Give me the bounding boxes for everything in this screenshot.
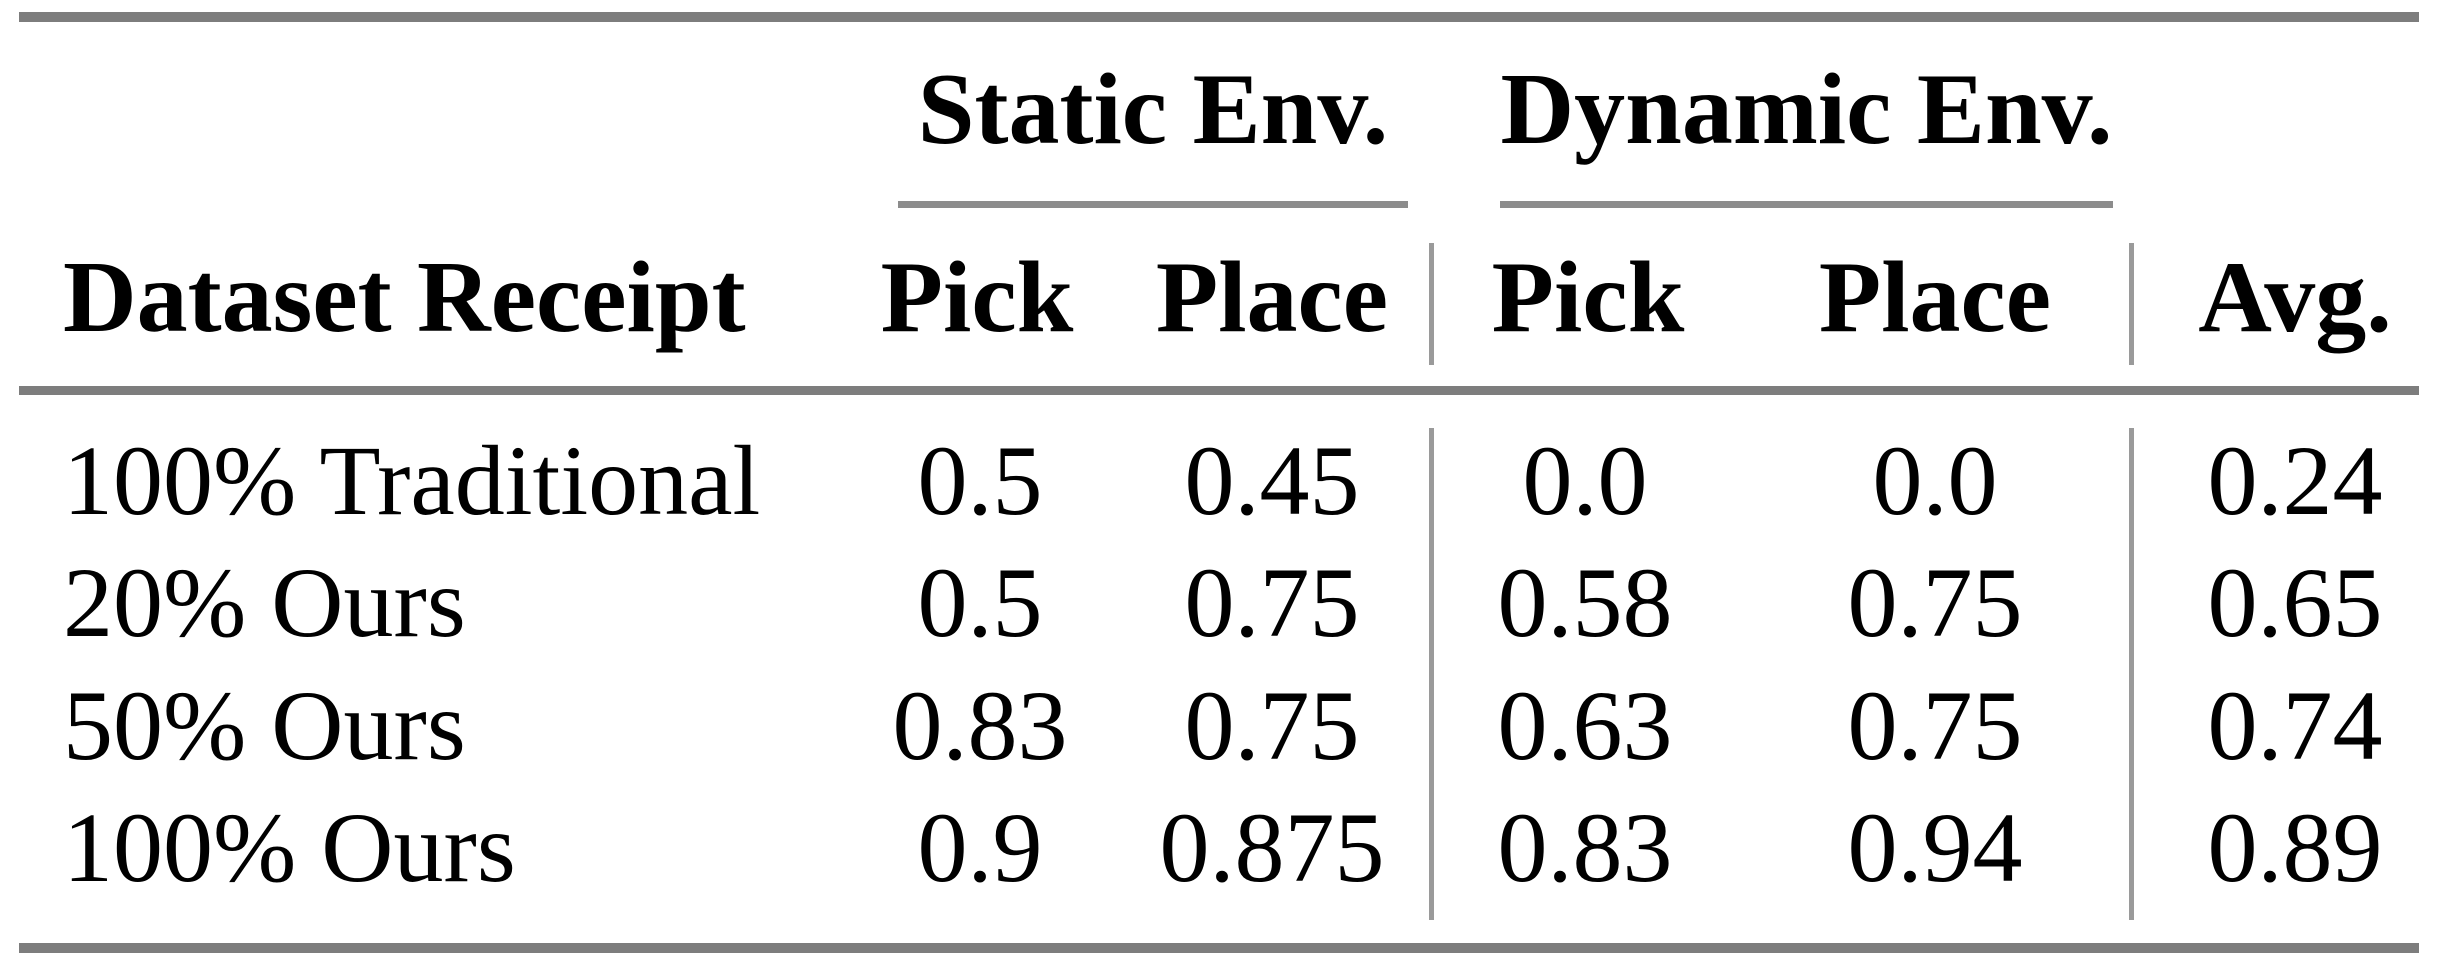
cell-dynamic-pick: 0.58 — [1497, 547, 1673, 658]
cell-static-pick: 0.9 — [917, 792, 1043, 903]
header-dynamic-pick: Pick — [1491, 241, 1685, 354]
vertical-rule-avg-body — [2129, 428, 2134, 920]
cell-dynamic-place: 0.0 — [1872, 425, 1998, 536]
cell-avg: 0.24 — [2207, 425, 2383, 536]
header-static-pick: Pick — [880, 241, 1074, 354]
dynamic-env-underline — [1500, 201, 2113, 208]
header-dataset-receipt: Dataset Receipt — [63, 241, 746, 354]
cell-dynamic-place: 0.94 — [1847, 792, 2023, 903]
header-avg: Avg. — [2198, 241, 2392, 354]
cell-dynamic-pick: 0.63 — [1497, 670, 1673, 781]
cell-static-place: 0.875 — [1159, 792, 1385, 903]
table-bottom-rule — [19, 943, 2419, 953]
cell-avg: 0.65 — [2207, 547, 2383, 658]
table-header-rule — [19, 386, 2419, 395]
column-group-dynamic-env: Dynamic Env. — [1500, 53, 2113, 166]
cell-static-place: 0.45 — [1184, 425, 1360, 536]
cell-dynamic-pick: 0.83 — [1497, 792, 1673, 903]
cell-dynamic-place: 0.75 — [1847, 670, 2023, 781]
header-dynamic-place: Place — [1818, 241, 2052, 354]
cell-avg: 0.74 — [2207, 670, 2383, 781]
cell-static-place: 0.75 — [1184, 670, 1360, 781]
cell-dynamic-place: 0.75 — [1847, 547, 2023, 658]
cell-static-place: 0.75 — [1184, 547, 1360, 658]
cell-avg: 0.89 — [2207, 792, 2383, 903]
vertical-rule-static-dynamic-header — [1429, 243, 1434, 365]
column-group-static-env: Static Env. — [917, 53, 1389, 166]
cell-static-pick: 0.5 — [917, 425, 1043, 536]
row-label: 50% Ours — [63, 670, 466, 781]
cell-static-pick: 0.83 — [892, 670, 1068, 781]
table-top-rule — [19, 12, 2419, 22]
vertical-rule-static-dynamic-body — [1429, 428, 1434, 920]
cell-static-pick: 0.5 — [917, 547, 1043, 658]
row-label: 20% Ours — [63, 547, 466, 658]
row-label: 100% Ours — [63, 792, 516, 903]
cell-dynamic-pick: 0.0 — [1522, 425, 1648, 536]
header-static-place: Place — [1155, 241, 1389, 354]
static-env-underline — [898, 201, 1408, 208]
row-label: 100% Traditional — [63, 425, 761, 536]
vertical-rule-avg-header — [2129, 243, 2134, 365]
